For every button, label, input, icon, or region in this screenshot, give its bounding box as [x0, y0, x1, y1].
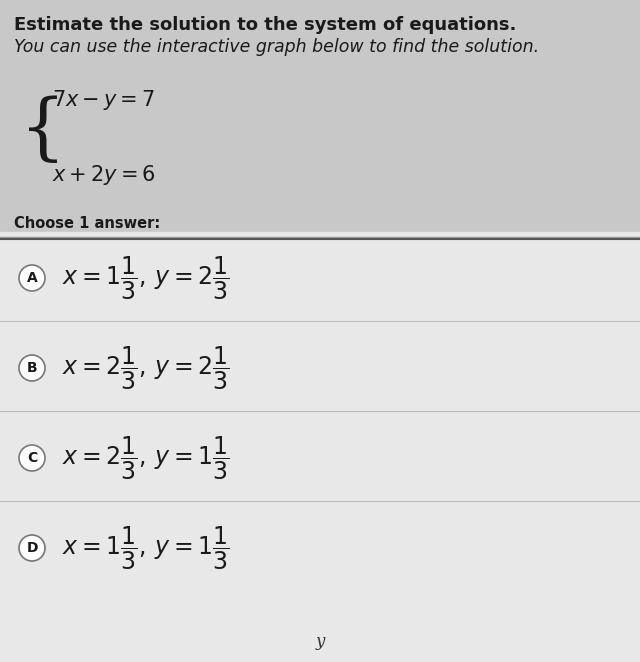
Text: y: y: [316, 633, 324, 650]
Text: $x = 2\dfrac{1}{3},\,y = 1\dfrac{1}{3}$: $x = 2\dfrac{1}{3},\,y = 1\dfrac{1}{3}$: [62, 434, 230, 482]
Text: D: D: [26, 541, 38, 555]
Text: Estimate the solution to the system of equations.: Estimate the solution to the system of e…: [14, 16, 516, 34]
Bar: [0, 0, 640, 232]
Text: C: C: [27, 451, 37, 465]
Text: $x+2y=6$: $x+2y=6$: [52, 163, 156, 187]
Circle shape: [19, 535, 45, 561]
Text: Choose 1 answer:: Choose 1 answer:: [14, 216, 160, 231]
Text: $7x-y=7$: $7x-y=7$: [52, 88, 155, 112]
Text: $x = 2\dfrac{1}{3},\,y = 2\dfrac{1}{3}$: $x = 2\dfrac{1}{3},\,y = 2\dfrac{1}{3}$: [62, 344, 230, 392]
Circle shape: [19, 445, 45, 471]
Text: $x = 1\dfrac{1}{3},\,y = 1\dfrac{1}{3}$: $x = 1\dfrac{1}{3},\,y = 1\dfrac{1}{3}$: [62, 524, 230, 572]
Circle shape: [19, 265, 45, 291]
Circle shape: [19, 355, 45, 381]
Text: B: B: [27, 361, 37, 375]
Text: {: {: [20, 95, 66, 166]
Bar: [0, 232, 640, 662]
Text: $x = 1\dfrac{1}{3},\,y = 2\dfrac{1}{3}$: $x = 1\dfrac{1}{3},\,y = 2\dfrac{1}{3}$: [62, 254, 230, 302]
Text: A: A: [27, 271, 37, 285]
Text: You can use the interactive graph below to find the solution.: You can use the interactive graph below …: [14, 38, 539, 56]
